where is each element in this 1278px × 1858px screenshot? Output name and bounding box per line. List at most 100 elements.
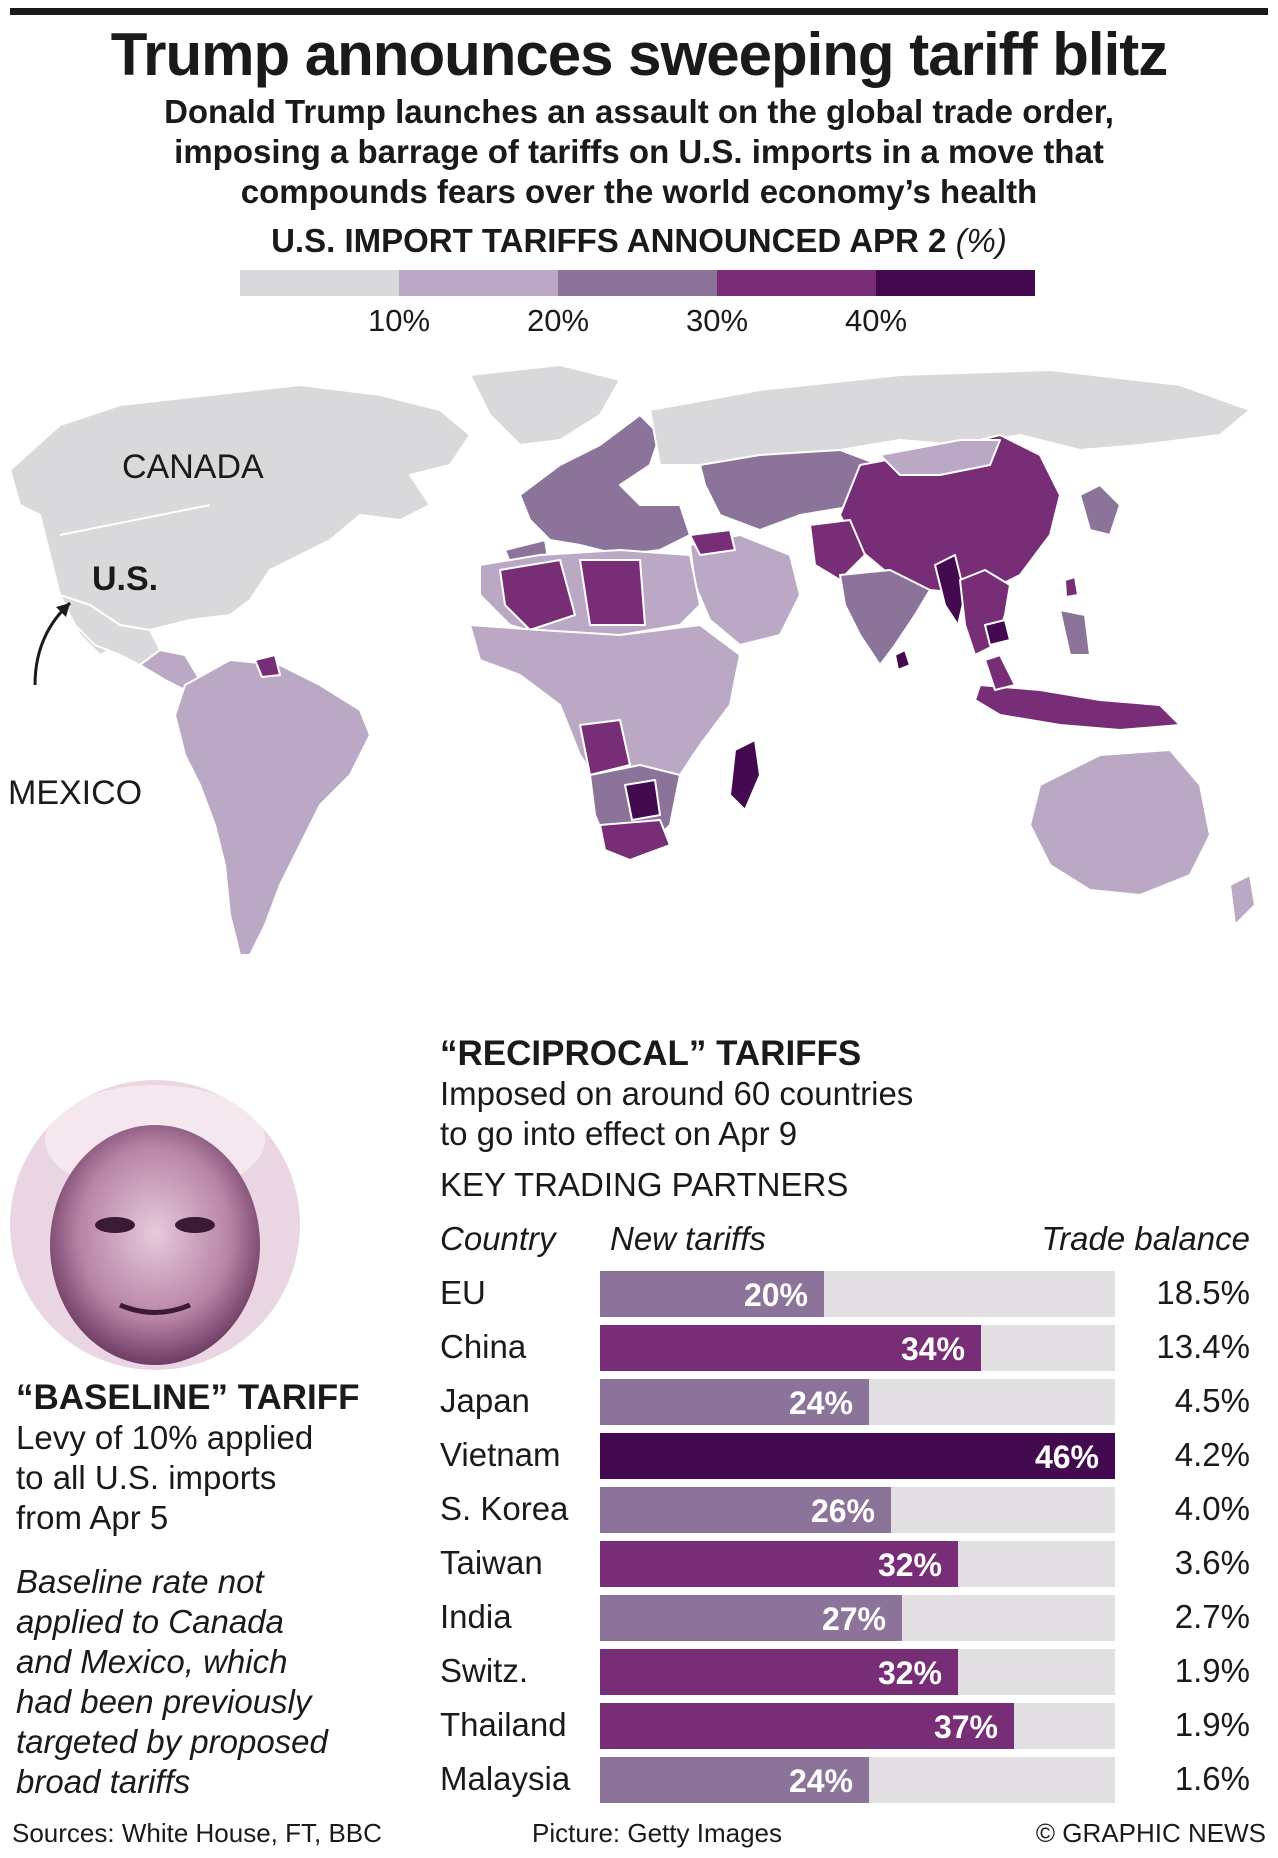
map-mongolia — [879, 439, 1001, 476]
map-syria — [689, 529, 736, 556]
map-south-africa — [599, 819, 671, 861]
map-botswana — [624, 779, 661, 821]
trade-balance-value: 1.6% — [1174, 1760, 1250, 1797]
trade-balance-value: 4.0% — [1174, 1490, 1250, 1527]
map-algeria — [499, 559, 576, 631]
mexico-arrowhead-icon — [56, 603, 70, 617]
tariff-bar: 24% — [600, 1757, 869, 1803]
bar-track: 24% — [600, 1379, 1115, 1425]
baseline-text: Levy of 10% applied to all U.S. imports … — [16, 1418, 356, 1538]
bar-track: 46% — [600, 1433, 1115, 1479]
key-partners-heading: KEY TRADING PARTNERS — [440, 1166, 849, 1203]
map-libya — [579, 559, 646, 626]
scale-tick: 40% — [844, 303, 908, 338]
tariff-bar: 37% — [600, 1703, 1014, 1749]
map-greenland — [469, 364, 621, 446]
country-label: India — [440, 1598, 512, 1635]
table-row: Taiwan 32% 3.6% — [440, 1538, 1250, 1588]
reciprocal-line: to go into effect on Apr 9 — [440, 1115, 798, 1152]
trade-balance-value: 1.9% — [1174, 1652, 1250, 1689]
note-line: Baseline rate not — [16, 1563, 264, 1600]
map-india — [839, 569, 931, 666]
note-line: broad tariffs — [16, 1763, 191, 1800]
tariff-value-label: 32% — [877, 1655, 942, 1691]
subtitle-line: compounds fears over the world economy’s… — [240, 173, 1038, 210]
scale-tick: 30% — [685, 303, 749, 338]
map-sri-lanka — [894, 649, 911, 671]
note-line: targeted by proposed — [16, 1723, 328, 1760]
map-angola — [579, 719, 631, 776]
portrait-image — [10, 1080, 300, 1370]
tariff-bar: 27% — [600, 1595, 902, 1641]
table-row: S. Korea 26% 4.0% — [440, 1484, 1250, 1534]
page-title: Trump announces sweeping tariff blitz — [110, 21, 1168, 88]
map-us-canada-border — [59, 504, 211, 536]
tariff-value-label: 24% — [788, 1385, 853, 1421]
country-label: Malaysia — [440, 1760, 571, 1797]
map-australia — [1029, 749, 1211, 896]
tariff-value-label: 32% — [877, 1547, 942, 1583]
tariff-value-label: 27% — [821, 1601, 886, 1637]
baseline-line: Levy of 10% applied — [16, 1419, 314, 1456]
scale-swatch — [399, 270, 558, 296]
column-header-country: Country — [440, 1220, 556, 1257]
map-philippines — [1059, 609, 1091, 656]
tariff-bar: 32% — [600, 1649, 958, 1695]
tariff-bar: 34% — [600, 1325, 981, 1371]
scale-swatch — [558, 270, 717, 296]
table-row: Malaysia 24% 1.6% — [440, 1754, 1250, 1804]
baseline-heading: “BASELINE” TARIFF — [16, 1378, 360, 1417]
reciprocal-heading: “RECIPROCAL” TARIFFS — [440, 1034, 862, 1073]
table-row: India 27% 2.7% — [440, 1592, 1250, 1642]
scale-tick: 10% — [367, 303, 431, 338]
subtitle-line: Donald Trump launches an assault on the … — [164, 93, 1114, 130]
trade-balance-value: 1.9% — [1174, 1706, 1250, 1743]
map-central-asia — [699, 449, 881, 531]
bar-track: 27% — [600, 1595, 1115, 1641]
bar-track: 32% — [600, 1649, 1115, 1695]
map-madagascar — [729, 739, 761, 811]
country-label: China — [440, 1328, 527, 1365]
map-korea-japan — [1079, 484, 1121, 536]
map-new-zealand — [1229, 874, 1256, 926]
footer-sources: Sources: White House, FT, BBC — [12, 1818, 382, 1848]
tariff-bar: 24% — [600, 1379, 869, 1425]
footer-credit: © GRAPHIC NEWS — [1035, 1818, 1266, 1848]
world-tariff-map — [9, 364, 1256, 956]
country-label: Taiwan — [440, 1544, 543, 1581]
table-row: Vietnam 46% 4.2% — [440, 1430, 1250, 1480]
map-label-canada: CANADA — [122, 448, 264, 486]
tariff-value-label: 26% — [810, 1493, 875, 1529]
map-pakistan — [809, 519, 866, 581]
table-row: Japan 24% 4.5% — [440, 1376, 1250, 1426]
note-line: had been previously — [16, 1683, 312, 1720]
bar-track: 32% — [600, 1541, 1115, 1587]
scale-swatch — [717, 270, 876, 296]
trade-balance-value: 18.5% — [1156, 1274, 1250, 1311]
scale-unit: (%) — [955, 222, 1007, 259]
tariff-bar: 20% — [600, 1271, 824, 1317]
map-europe — [519, 414, 691, 556]
map-south-america — [174, 659, 371, 956]
table-row: Switz. 32% 1.9% — [440, 1646, 1250, 1696]
reciprocal-text: Imposed on around 60 countries to go int… — [440, 1074, 960, 1154]
map-myanmar — [934, 554, 966, 626]
column-header-tariff: New tariffs — [610, 1220, 766, 1257]
map-indonesia — [974, 684, 1181, 731]
tariff-value-label: 20% — [743, 1277, 808, 1313]
scale-title: U.S. IMPORT TARIFFS ANNOUNCED APR 2 (%) — [0, 222, 1278, 260]
tariff-value-label: 37% — [933, 1709, 998, 1745]
trump-portrait — [10, 1080, 300, 1370]
country-label: Vietnam — [440, 1436, 561, 1473]
tariff-bar: 46% — [600, 1433, 1115, 1479]
map-middle-east — [689, 534, 801, 646]
trade-balance-value: 4.5% — [1174, 1382, 1250, 1419]
baseline-line: from Apr 5 — [16, 1499, 169, 1536]
column-header-balance: Trade balance — [1041, 1220, 1250, 1257]
bar-track: 20% — [600, 1271, 1115, 1317]
bar-track: 34% — [600, 1325, 1115, 1371]
reciprocal-line: Imposed on around 60 countries — [440, 1075, 914, 1112]
subtitle-line: imposing a barrage of tariffs on U.S. im… — [174, 133, 1104, 170]
tariff-bar: 26% — [600, 1487, 891, 1533]
country-label: EU — [440, 1274, 486, 1311]
